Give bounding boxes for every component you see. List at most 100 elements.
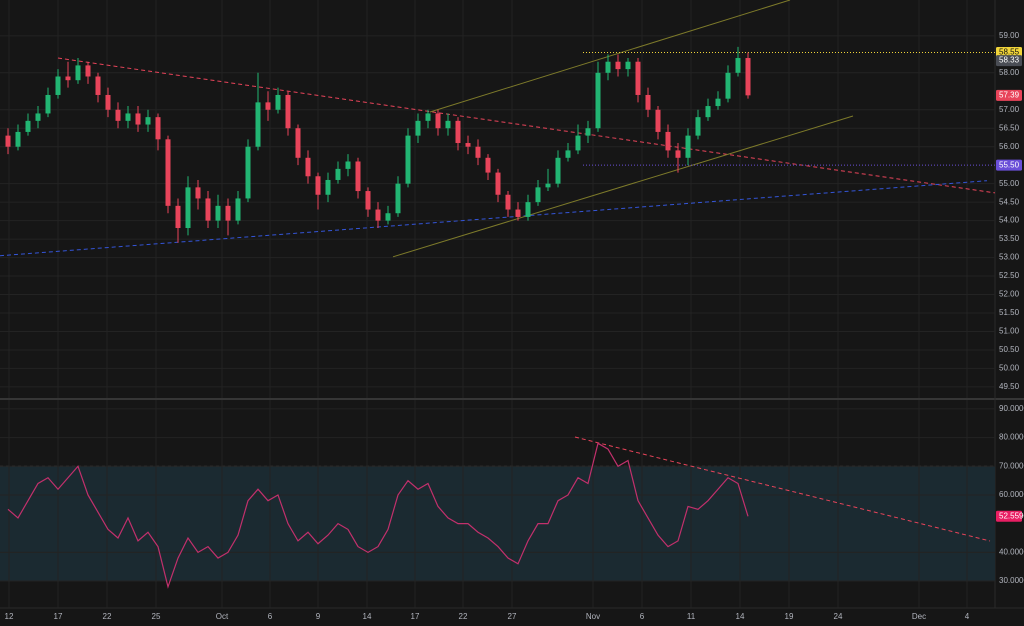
price-badge [996,159,1022,171]
candle-body [585,128,591,136]
y-tick-label: 50.50 [999,345,1020,354]
candle-body [255,102,261,147]
x-tick-label: 6 [268,612,273,621]
x-tick-label: 22 [459,612,468,621]
candle-body [95,76,101,95]
x-tick-label: 25 [152,612,161,621]
y-tick-label: 70.0000 [999,461,1024,470]
candle-body [195,187,201,199]
candle-body [665,131,671,151]
price-badge [996,510,1022,522]
price-badge-label: 55.50 [999,160,1020,169]
candle-body [465,143,471,147]
candle-body [225,205,231,221]
price-badge-label: 57.39 [999,90,1020,99]
candle-body [725,72,731,99]
candle-body [645,94,651,110]
candle-body [525,202,531,217]
price-badge-label: 52.5590 [999,511,1024,520]
candle-body [315,176,321,195]
x-tick-label: 11 [687,612,696,621]
trendline [392,115,854,258]
candle-body [595,72,601,129]
price-badge [996,89,1022,101]
candle-body [705,106,711,118]
y-tick-label: 55.00 [999,179,1020,188]
candle-body [375,209,381,221]
x-tick-label: 14 [363,612,372,621]
candle-body [535,187,541,203]
x-tick-label: 6 [640,612,645,621]
candle-body [275,94,281,110]
candle-body [505,194,511,210]
x-tick-label: 19 [785,612,794,621]
y-tick-label: 52.00 [999,290,1020,299]
x-tick-label: Oct [216,612,229,621]
candle-body [285,94,291,129]
candle-body [45,94,51,114]
candle-body [435,113,441,129]
candle-body [635,61,641,95]
y-tick-label: 53.50 [999,234,1020,243]
candle-body [625,61,631,70]
x-tick-label: 17 [54,612,63,621]
y-tick-label: 59.00 [999,31,1020,40]
candle-body [745,58,751,96]
candle-body [105,94,111,110]
x-tick-label: 9 [316,612,321,621]
candle-body [25,120,31,132]
x-tick-label: Dec [912,612,926,621]
candle-body [55,76,61,95]
rsi-line [7,442,749,589]
x-tick-label: 24 [834,612,843,621]
y-tick-label: 56.00 [999,142,1020,151]
y-tick-label: 40.0000 [999,547,1024,556]
trendline [57,57,995,194]
candle-body [135,113,141,125]
y-tick-label: 90.0000 [999,404,1024,413]
candle-body [75,65,81,81]
candle-body [655,109,661,132]
candle-body [345,161,351,169]
y-tick-label: 54.50 [999,197,1020,206]
candle-body [305,157,311,177]
y-tick-label: 54.00 [999,216,1020,225]
candle-body [405,135,411,184]
candle-body [325,179,331,195]
candle-body [675,150,681,158]
candle-body [575,135,581,151]
candle-body [125,113,131,121]
candle-body [615,61,621,70]
candle-body [145,117,151,125]
y-tick-label: 51.50 [999,308,1020,317]
price-badge [996,55,1022,67]
candle-body [235,198,241,221]
candle-body [445,120,451,129]
y-tick-label: 49.50 [999,382,1020,391]
x-tick-label: 22 [103,612,112,621]
x-tick-label: 12 [5,612,14,621]
candle-body [495,172,501,195]
x-tick-label: 14 [736,612,745,621]
candle-body [15,131,21,147]
y-tick-label: 30.0000 [999,576,1024,585]
y-tick-label: 51.00 [999,327,1020,336]
candle-body [415,120,421,136]
candle-body [85,65,91,77]
candle-body [65,76,71,81]
candle-body [425,113,431,121]
price-badge-label: 58.55 [999,48,1020,57]
candle-body [215,205,221,221]
pane [0,0,995,398]
candle-body [395,183,401,214]
y-tick-label: 57.00 [999,105,1020,114]
x-tick-label: Nov [586,612,600,621]
rsi-band [0,466,995,582]
candle-body [485,157,491,173]
y-tick-label: 50.00 [999,364,1020,373]
candle-body [155,117,161,140]
candle-body [565,150,571,158]
x-tick-label: 4 [965,612,970,621]
candle-body [515,209,521,217]
